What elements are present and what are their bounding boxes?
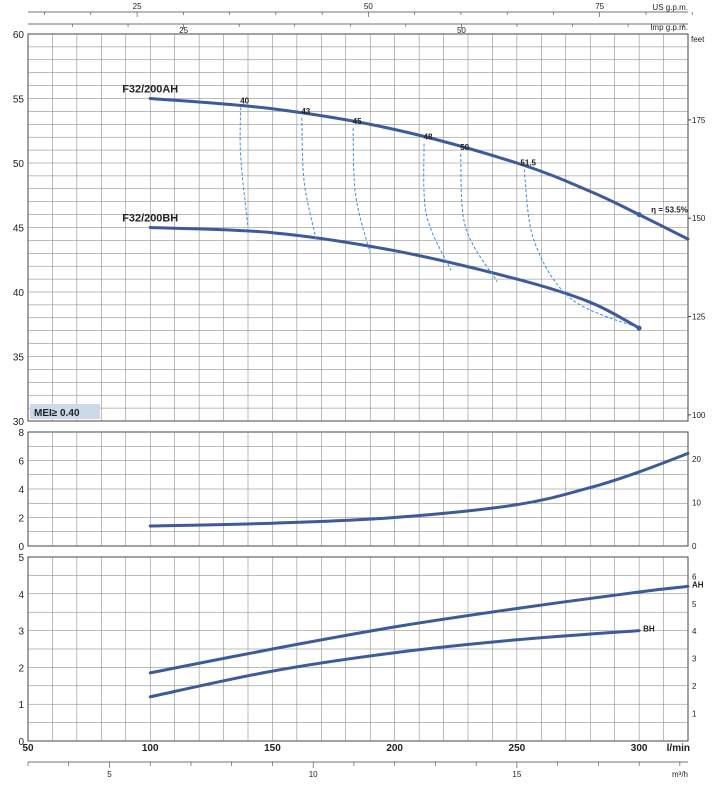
npsh-curve — [148, 451, 690, 528]
us-gpm-tick-label: 75 — [595, 2, 604, 11]
lmin-tick-label: 100 — [142, 743, 159, 754]
efficiency-label: 43 — [301, 107, 310, 116]
lmin-tick-label: 300 — [631, 743, 648, 754]
lmin-tick-label: 150 — [264, 743, 281, 754]
lmin-tick-label: 250 — [509, 743, 526, 754]
m3h-tick-label: 10 — [309, 770, 318, 779]
head-feet-tick: 150 — [692, 214, 706, 223]
head-feet-tick: 100 — [692, 411, 706, 420]
mei-label: MEI≥ 0.40 — [34, 408, 80, 419]
imp-gpm-tick-label: 25 — [179, 26, 188, 35]
head-curve-label: F32/200BH — [122, 213, 178, 225]
npsh-y-tick: 4 — [18, 485, 24, 496]
efficiency-label: 45 — [353, 117, 362, 126]
us-gpm-tick-label: 25 — [133, 2, 142, 11]
efficiency-label: 48 — [424, 133, 433, 142]
npsh-y-tick: 6 — [18, 457, 24, 468]
head-y-tick: 30 — [13, 417, 25, 428]
power-curve-label: BH — [643, 625, 655, 634]
efficiency-label: 40 — [240, 97, 249, 106]
power-y-tick: 5 — [18, 553, 24, 564]
power-hp-tick: 1 — [692, 710, 697, 719]
bep-marker — [636, 212, 642, 218]
imp-gpm-tick-label: 50 — [457, 26, 466, 35]
power-y-tick: 1 — [18, 700, 24, 711]
power-y-tick: 0 — [18, 737, 24, 748]
power-hp-tick: 4 — [692, 627, 697, 636]
npsh-feet-tick: 20 — [692, 455, 701, 464]
head-y-tick: 35 — [13, 353, 25, 364]
bh-end-marker — [636, 325, 642, 331]
npsh-y-tick: 2 — [18, 514, 24, 525]
head-curve-bh — [148, 226, 641, 330]
power-y-tick: 3 — [18, 627, 24, 638]
npsh-y-tick: 0 — [18, 542, 24, 553]
power-hp-tick: 5 — [692, 600, 697, 609]
efficiency-curve — [460, 153, 498, 282]
lmin-unit: l/min — [667, 743, 690, 754]
power-curve-ah — [148, 584, 690, 675]
head-feet-tick: 125 — [692, 313, 706, 322]
imp-gpm-unit: Imp g.p.m. — [650, 23, 688, 32]
power-curve-bh — [148, 629, 641, 699]
lmin-tick-label: 200 — [386, 743, 403, 754]
us-gpm-unit: US g.p.m. — [652, 3, 688, 12]
efficiency-label: 51.5 — [520, 158, 536, 167]
head-y-tick: 40 — [13, 288, 25, 299]
m3h-tick-label: 5 — [107, 770, 112, 779]
efficiency-curve — [352, 128, 371, 254]
power-hp-tick: 6 — [692, 572, 697, 581]
head-feet-unit: feet — [691, 35, 705, 44]
head-y-tick: 45 — [13, 224, 25, 235]
efficiency-curve — [301, 117, 317, 241]
bep-label: η = 53.5% — [651, 206, 688, 215]
efficiency-curve — [239, 107, 249, 228]
efficiency-curve — [423, 143, 452, 271]
power-y-tick: 2 — [18, 663, 24, 674]
npsh-feet-tick: 10 — [692, 499, 701, 508]
head-y-tick: 50 — [13, 159, 25, 170]
m3h-unit: m³/h — [672, 770, 688, 779]
npsh-feet-tick: 0 — [692, 542, 697, 551]
m3h-tick-label: 15 — [512, 770, 521, 779]
npsh-y-tick: 8 — [18, 428, 24, 439]
lmin-tick-label: 50 — [22, 743, 34, 754]
head-curve-ah — [148, 97, 690, 241]
us-gpm-tick-label: 50 — [364, 2, 373, 11]
head-y-tick: 60 — [13, 30, 25, 41]
head-y-tick: 55 — [13, 95, 25, 106]
power-curve-label: AH — [692, 580, 704, 589]
power-hp-tick: 2 — [692, 682, 697, 691]
efficiency-curve — [523, 169, 640, 329]
power-hp-tick: 3 — [692, 655, 697, 664]
power-y-tick: 4 — [18, 590, 24, 601]
grid-layer — [27, 11, 693, 768]
mei-box — [30, 404, 100, 419]
curve-layer — [30, 97, 690, 699]
efficiency-label: 50 — [460, 143, 469, 152]
head-curve-label: F32/200AH — [122, 84, 178, 96]
head-feet-tick: 175 — [692, 116, 706, 125]
